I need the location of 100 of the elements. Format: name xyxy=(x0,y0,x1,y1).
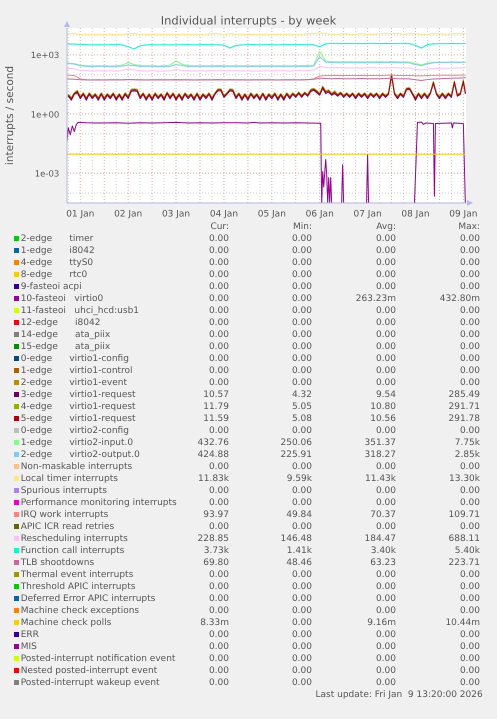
text: 0.00 xyxy=(292,306,312,316)
text: 0.00 xyxy=(376,306,396,316)
legend-label: 3-edge virtio1-request xyxy=(20,388,136,400)
x-tick-label: 04 Jan xyxy=(210,210,238,220)
text: 0.00 xyxy=(460,678,480,688)
legend-label: Machine check polls xyxy=(20,616,112,628)
legend-label: 2-edge virtio1-event xyxy=(20,376,127,388)
text: Max: xyxy=(458,222,480,232)
text: 0.00 xyxy=(208,486,229,496)
text: 0.00 xyxy=(460,522,480,532)
text: 49.84 xyxy=(286,510,312,520)
text: 0.00 xyxy=(292,606,312,616)
text: 0.00 xyxy=(460,306,480,316)
text: 0.00 xyxy=(460,366,480,376)
legend-label: Machine check exceptions xyxy=(20,604,140,616)
text: 0.00 xyxy=(376,486,396,496)
text: 0.00 xyxy=(292,318,312,328)
text: 0.00 xyxy=(376,342,396,352)
text: 318.27 xyxy=(364,450,396,460)
text: 285.49 xyxy=(448,390,480,400)
text: 0.00 xyxy=(208,234,229,244)
text: 0.00 xyxy=(208,354,229,364)
text: 0.00 xyxy=(376,594,396,604)
text: 0.00 xyxy=(208,462,229,472)
text: 0.00 xyxy=(292,258,312,268)
text: Min: xyxy=(292,222,312,232)
x-tick-label: 02 Jan xyxy=(114,210,142,220)
text: 0.00 xyxy=(460,378,480,388)
legend-label: Nested posted-interrupt event xyxy=(20,664,158,676)
legend-label: 15-edge ata_piix xyxy=(20,340,110,352)
text: 250.06 xyxy=(280,438,312,448)
text: 184.47 xyxy=(364,534,396,544)
legend-label: 4-edge ttyS0 xyxy=(20,256,94,268)
legend-label: 14-edge ata_piix xyxy=(20,328,110,340)
text: 0.00 xyxy=(460,462,480,472)
text: 9.54 xyxy=(376,390,396,400)
text: 0.00 xyxy=(292,246,312,256)
legend-label: IRQ work interrupts xyxy=(20,508,108,520)
text: 0.00 xyxy=(376,642,396,652)
text: 223.71 xyxy=(448,558,480,568)
text: 0.00 xyxy=(208,522,229,532)
text: 0.00 xyxy=(460,486,480,496)
legend-label: Non-maskable interrupts xyxy=(20,460,132,472)
text: 0.00 xyxy=(292,486,312,496)
text: 351.37 xyxy=(364,438,396,448)
text: 0.00 xyxy=(376,630,396,640)
text: 0.00 xyxy=(376,378,396,388)
text: 1.41k xyxy=(286,546,312,556)
text: 0.00 xyxy=(292,594,312,604)
text: 10.80 xyxy=(370,402,396,412)
text: 263.23m xyxy=(356,294,396,304)
text: 0.00 xyxy=(460,282,480,292)
legend-label: 2-edge timer xyxy=(20,232,94,244)
legend-label: Rescheduling interrupts xyxy=(20,532,128,544)
legend-label: Performance monitoring interrupts xyxy=(20,496,177,508)
text: 0.00 xyxy=(460,498,480,508)
text: 0.00 xyxy=(460,318,480,328)
legend-label: Posted-interrupt notification event xyxy=(20,652,176,664)
text: 0.00 xyxy=(292,234,312,244)
text: 0.00 xyxy=(376,330,396,340)
y-tick-label: 1e-03 xyxy=(34,170,60,180)
text: 0.00 xyxy=(376,366,396,376)
text: 8.33m xyxy=(200,618,229,628)
text: 0.00 xyxy=(208,666,229,676)
text: 0.00 xyxy=(208,318,229,328)
text: 0.00 xyxy=(460,606,480,616)
legend-label: 1-edge virtio1-control xyxy=(20,364,133,376)
text: 0.00 xyxy=(208,594,229,604)
text: 0.00 xyxy=(208,258,229,268)
text: 0.00 xyxy=(292,642,312,652)
legend-label: 12-edge i8042 xyxy=(20,316,100,328)
text: 63.23 xyxy=(370,558,396,568)
legend-label: 1-edge i8042 xyxy=(20,244,95,256)
text: 2.85k xyxy=(454,450,480,460)
text: 13.30k xyxy=(449,474,480,484)
text: 0.00 xyxy=(292,426,312,436)
text: 0.00 xyxy=(460,582,480,592)
text: 0.00 xyxy=(460,630,480,640)
text: 0.00 xyxy=(460,234,480,244)
text: 109.71 xyxy=(448,510,480,520)
legend-label: MIS xyxy=(20,640,37,652)
text: 0.00 xyxy=(460,570,480,580)
text: 0.00 xyxy=(292,354,312,364)
text: 0.00 xyxy=(292,294,312,304)
text: 9.59k xyxy=(286,474,312,484)
y-tick-label: 1e+00 xyxy=(30,110,60,120)
text: 3.73k xyxy=(204,546,229,556)
legend-label: 8-edge rtc0 xyxy=(20,268,88,280)
legend-label: Local timer interrupts xyxy=(20,472,118,484)
legend-label: Posted-interrupt wakeup event xyxy=(20,676,160,688)
legend-label: 4-edge virtio1-request xyxy=(20,400,136,412)
text: 0.00 xyxy=(460,354,480,364)
text: 11.79 xyxy=(203,402,229,412)
text: 0.00 xyxy=(460,270,480,280)
text: 0.00 xyxy=(376,258,396,268)
legend-label: Deferred Error APIC interrupts xyxy=(20,592,156,604)
text: 10.56 xyxy=(370,414,396,424)
text: 0.00 xyxy=(376,234,396,244)
text: 0.00 xyxy=(460,258,480,268)
text: 225.91 xyxy=(280,450,312,460)
